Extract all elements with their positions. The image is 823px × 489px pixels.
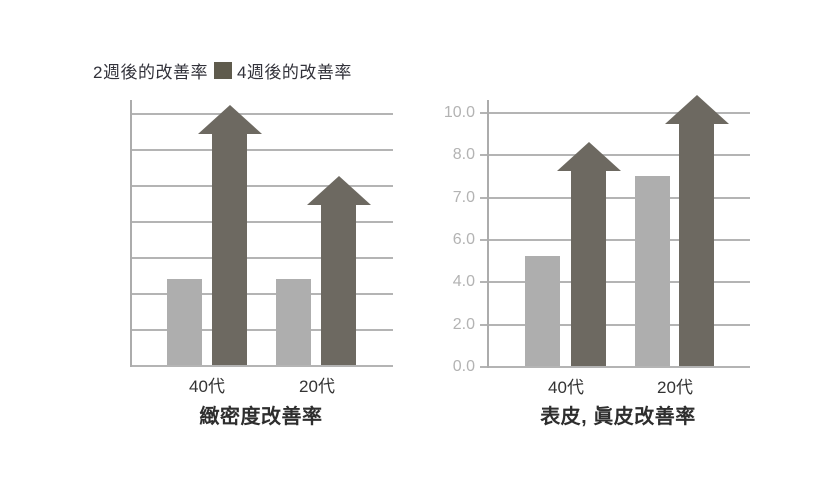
y-axis-tick-label: 6.0 bbox=[452, 231, 475, 248]
gridline bbox=[487, 196, 750, 199]
chart-title-density: 緻密度改善率 bbox=[199, 406, 323, 428]
bar-2weeks bbox=[525, 255, 560, 366]
gridline bbox=[130, 221, 393, 223]
bar-2weeks bbox=[167, 279, 202, 365]
legend-label-2weeks: 2週後的改善率 bbox=[93, 63, 208, 82]
y-axis-tick bbox=[480, 112, 487, 115]
y-axis-tick-label: 2.0 bbox=[452, 315, 475, 333]
legend-swatch-4weeks-icon bbox=[213, 62, 232, 79]
arrow-bar-4weeks-shaft bbox=[321, 204, 356, 365]
y-axis-tick bbox=[480, 366, 487, 368]
arrow-bar-4weeks-shaft bbox=[212, 133, 247, 365]
bar-2weeks bbox=[635, 175, 670, 366]
y-axis-tick bbox=[480, 196, 487, 199]
gridline bbox=[130, 113, 393, 115]
arrow-bar-4weeks-head bbox=[306, 176, 371, 205]
gridline bbox=[130, 185, 393, 187]
x-axis-baseline bbox=[130, 365, 393, 367]
gridline bbox=[487, 112, 750, 115]
gridline bbox=[130, 293, 393, 295]
arrow-bar-4weeks-head bbox=[664, 95, 729, 125]
category-label: 40代 bbox=[548, 378, 584, 397]
chart-legend: 2週後的改善率 4週後的改善率 bbox=[93, 58, 352, 83]
arrow-bar-4weeks-head bbox=[556, 141, 621, 171]
gridline bbox=[130, 149, 393, 151]
gridline bbox=[487, 323, 750, 326]
gridline bbox=[130, 257, 393, 259]
y-axis-tick bbox=[480, 154, 487, 157]
y-axis-tick-label: 4.0 bbox=[452, 273, 475, 291]
y-axis-tick-label: 0.0 bbox=[452, 358, 475, 375]
gridline bbox=[487, 281, 750, 284]
y-axis-tick bbox=[480, 281, 487, 284]
gridline bbox=[487, 239, 750, 241]
y-axis-line bbox=[130, 100, 132, 367]
x-axis-baseline bbox=[487, 366, 750, 368]
y-axis-tick-label: 7.0 bbox=[452, 188, 475, 206]
bar-2weeks bbox=[276, 279, 311, 365]
y-axis-tick-label: 10.0 bbox=[443, 104, 475, 122]
arrow-bar-4weeks-shaft bbox=[679, 123, 714, 366]
category-label: 20代 bbox=[299, 377, 335, 396]
legend-label-4weeks: 4週後的改善率 bbox=[236, 63, 352, 82]
arrow-bar-4weeks-head bbox=[197, 105, 262, 135]
y-axis-tick bbox=[480, 323, 487, 326]
chart-title-epidermis-dermis: 表皮, 眞皮改善率 bbox=[540, 406, 696, 428]
y-axis-tick-label: 8.0 bbox=[452, 146, 475, 164]
gridline bbox=[130, 329, 393, 331]
category-label: 20代 bbox=[657, 378, 693, 397]
y-axis-line bbox=[487, 100, 489, 368]
category-label: 40代 bbox=[189, 377, 225, 396]
y-axis-tick bbox=[480, 239, 487, 241]
arrow-bar-4weeks-shaft bbox=[571, 169, 606, 366]
